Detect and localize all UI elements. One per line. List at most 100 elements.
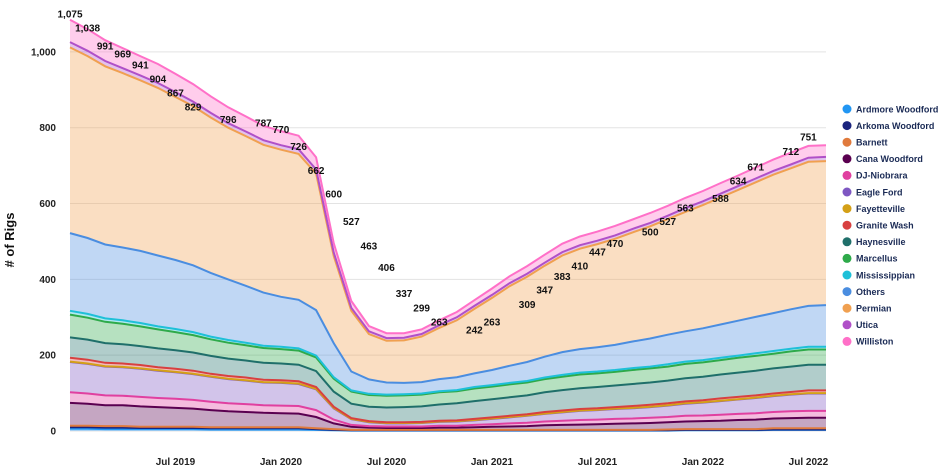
legend-label-utica: Utica <box>856 320 879 330</box>
data-label: 941 <box>132 60 149 71</box>
data-label: 796 <box>220 115 237 126</box>
legend-label-marcellus: Marcellus <box>856 254 898 264</box>
data-label: 500 <box>642 227 659 238</box>
data-label: 347 <box>536 285 553 296</box>
legend-marker-williston <box>842 336 852 346</box>
data-label: 447 <box>589 248 606 259</box>
y-axis-label: # of Rigs <box>2 213 17 268</box>
data-label: 904 <box>150 74 167 85</box>
data-label: 299 <box>413 304 430 315</box>
legend-marker-permian <box>842 303 852 313</box>
x-tick-label: Jul 2022 <box>789 457 829 468</box>
legend-label-arkoma-woodford: Arkoma Woodford <box>856 121 934 131</box>
y-tick-label: 200 <box>39 351 56 362</box>
data-label: 406 <box>378 263 395 274</box>
line-mississippian <box>69 309 826 396</box>
line-permian <box>69 46 827 342</box>
data-label: 563 <box>677 204 694 215</box>
data-label: 634 <box>730 177 747 188</box>
data-label: 242 <box>466 325 483 336</box>
legend-marker-marcellus <box>842 253 852 263</box>
line-dj-niobrara <box>69 391 826 428</box>
legend-label-dj-niobrara: DJ-Niobrara <box>856 171 909 181</box>
legend-marker-dj-niobrara <box>842 170 852 180</box>
area-eagle-ford <box>70 362 826 427</box>
data-label: 309 <box>519 300 536 311</box>
legend-marker-mississippian <box>842 270 852 280</box>
line-granite-wash <box>69 356 826 424</box>
data-label: 969 <box>114 50 131 61</box>
legend-label-granite-wash: Granite Wash <box>856 221 914 231</box>
legend-marker-haynesville <box>842 237 852 247</box>
data-label: 991 <box>97 41 114 52</box>
y-tick-label: 1,000 <box>31 47 56 58</box>
data-label: 263 <box>431 317 448 328</box>
data-label: 470 <box>607 239 624 250</box>
legend-marker-arkoma-woodford <box>842 121 852 131</box>
data-label: 263 <box>484 317 501 328</box>
line-barnett <box>70 424 826 431</box>
line-cana-woodford <box>69 401 826 429</box>
y-tick-label: 600 <box>39 199 56 210</box>
legend-marker-utica <box>842 320 852 330</box>
legend-label-haynesville: Haynesville <box>856 237 906 247</box>
y-tick-label: 800 <box>39 123 56 134</box>
series-lines <box>69 18 827 432</box>
data-label: 588 <box>712 194 729 205</box>
data-label: 712 <box>782 147 799 158</box>
legend-marker-barnett <box>842 137 852 147</box>
data-label: 829 <box>185 103 202 114</box>
x-tick-label: Jul 2019 <box>156 457 196 468</box>
legend-label-mississippian: Mississippian <box>856 270 915 280</box>
x-tick-label: Jan 2021 <box>471 457 514 468</box>
x-tick-label: Jan 2020 <box>260 457 303 468</box>
y-tick-label: 0 <box>50 427 56 438</box>
legend-marker-ardmore-woodford <box>842 104 852 114</box>
data-label: 867 <box>167 88 184 99</box>
line-utica <box>69 41 827 340</box>
y-tick-label: 400 <box>39 275 56 286</box>
legend-marker-fayetteville <box>842 204 852 214</box>
legend-label-williston: Williston <box>856 337 893 347</box>
line-others <box>69 232 827 384</box>
legend-marker-others <box>842 287 852 297</box>
data-label: 751 <box>800 132 817 143</box>
data-label: 527 <box>659 217 676 228</box>
legend-label-others: Others <box>856 287 885 297</box>
data-label: 463 <box>361 241 378 252</box>
legend: Ardmore Woodford Arkoma Woodford Barnett Ca… <box>842 104 938 347</box>
data-label: 1,038 <box>75 24 100 35</box>
data-label: 662 <box>308 166 325 177</box>
area-others <box>70 233 826 395</box>
legend-label-cana-woodford: Cana Woodford <box>856 154 923 164</box>
x-axis-ticks: Jul 2019 Jan 2020 Jul 2020 Jan 2021 Jul 2021… <box>156 457 829 468</box>
line-haynesville <box>69 336 826 409</box>
data-label: 726 <box>290 142 307 153</box>
x-tick-label: Jul 2021 <box>578 457 618 468</box>
legend-label-eagle-ford: Eagle Ford <box>856 187 903 197</box>
data-label: 787 <box>255 119 272 130</box>
legend-label-fayetteville: Fayetteville <box>856 204 905 214</box>
data-label: 600 <box>325 190 342 201</box>
data-label: 527 <box>343 217 360 228</box>
data-label: 410 <box>572 262 589 273</box>
legend-marker-granite-wash <box>842 220 852 230</box>
data-label: 1,075 <box>57 9 82 20</box>
legend-marker-cana-woodford <box>842 154 852 164</box>
area-haynesville <box>70 337 826 423</box>
data-label: 383 <box>554 272 571 283</box>
line-williston <box>69 18 827 335</box>
data-label: 337 <box>396 289 413 300</box>
legend-label-permian: Permian <box>856 304 892 314</box>
data-label: 770 <box>273 125 290 136</box>
legend-label-ardmore-woodford: Ardmore Woodford <box>856 104 938 114</box>
x-tick-label: Jul 2020 <box>367 457 407 468</box>
area-permian <box>70 47 826 383</box>
y-axis-ticks: 0 200 400 600 800 1,000 <box>31 47 56 437</box>
x-tick-label: Jan 2022 <box>682 457 725 468</box>
legend-marker-eagle-ford <box>842 187 852 197</box>
line-marcellus <box>69 313 826 397</box>
data-label: 671 <box>747 163 764 174</box>
area-cana-woodford <box>70 402 826 430</box>
